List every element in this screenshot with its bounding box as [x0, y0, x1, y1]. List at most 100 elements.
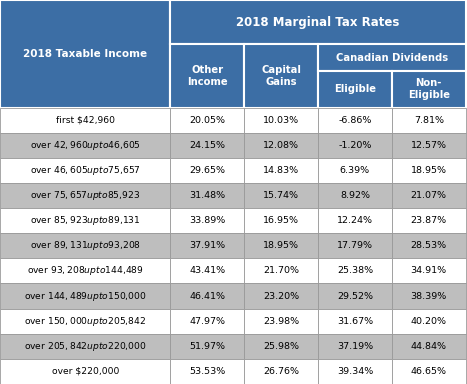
Bar	[318, 158, 392, 183]
Text: over $42,960 up to $46,605: over $42,960 up to $46,605	[30, 139, 141, 152]
Text: first $42,960: first $42,960	[56, 116, 115, 124]
Text: 21.07%: 21.07%	[410, 191, 447, 200]
Bar	[244, 283, 318, 309]
Bar	[318, 71, 392, 108]
Bar	[0, 283, 170, 309]
Text: over $150,000 up to $205,842: over $150,000 up to $205,842	[24, 314, 146, 328]
Text: 38.39%: 38.39%	[410, 291, 447, 301]
Text: 18.95%: 18.95%	[410, 166, 447, 175]
Text: 28.53%: 28.53%	[410, 241, 447, 250]
Text: Non-
Eligible: Non- Eligible	[408, 78, 450, 101]
Bar	[170, 208, 244, 233]
Bar	[0, 309, 170, 334]
Text: 2018 Marginal Tax Rates: 2018 Marginal Tax Rates	[236, 16, 400, 28]
Text: Other
Income: Other Income	[187, 65, 227, 87]
Bar	[170, 132, 244, 158]
Text: 12.08%: 12.08%	[263, 141, 299, 150]
Text: -1.20%: -1.20%	[338, 141, 372, 150]
Bar	[0, 132, 170, 158]
Text: 39.34%: 39.34%	[337, 367, 373, 376]
Bar	[244, 359, 318, 384]
Bar	[318, 208, 392, 233]
Bar	[244, 132, 318, 158]
Bar	[244, 108, 318, 132]
Bar	[0, 359, 170, 384]
Text: Canadian Dividends: Canadian Dividends	[336, 53, 448, 63]
Bar	[392, 71, 466, 108]
Bar	[170, 359, 244, 384]
Text: 23.20%: 23.20%	[263, 291, 299, 301]
Bar	[0, 108, 170, 132]
Text: 44.84%: 44.84%	[410, 342, 447, 351]
Text: 33.89%: 33.89%	[189, 216, 226, 225]
Text: 10.03%: 10.03%	[263, 116, 299, 124]
Text: 18.95%: 18.95%	[263, 241, 299, 250]
Text: 8.92%: 8.92%	[340, 191, 370, 200]
Text: Eligible: Eligible	[334, 84, 376, 94]
Text: 6.39%: 6.39%	[340, 166, 370, 175]
Bar	[170, 283, 244, 309]
Bar	[244, 334, 318, 359]
Bar	[318, 108, 392, 132]
Text: 12.57%: 12.57%	[410, 141, 447, 150]
Text: 53.53%: 53.53%	[189, 367, 226, 376]
Text: 37.91%: 37.91%	[189, 241, 226, 250]
Bar	[392, 233, 466, 258]
Text: 20.05%: 20.05%	[189, 116, 226, 124]
Text: 25.38%: 25.38%	[337, 266, 373, 275]
Text: 29.65%: 29.65%	[189, 166, 226, 175]
Bar	[170, 0, 466, 44]
Bar	[392, 309, 466, 334]
Text: 21.70%: 21.70%	[263, 266, 299, 275]
Text: 2018 Taxable Income: 2018 Taxable Income	[23, 49, 147, 59]
Text: -6.86%: -6.86%	[338, 116, 372, 124]
Bar	[392, 108, 466, 132]
Bar	[392, 158, 466, 183]
Bar	[318, 309, 392, 334]
Text: 51.97%: 51.97%	[189, 342, 226, 351]
Bar	[170, 258, 244, 283]
Text: 15.74%: 15.74%	[263, 191, 299, 200]
Text: 29.52%: 29.52%	[337, 291, 373, 301]
Text: 24.15%: 24.15%	[189, 141, 226, 150]
Bar	[0, 233, 170, 258]
Bar	[170, 183, 244, 208]
Text: 26.76%: 26.76%	[263, 367, 299, 376]
Text: 37.19%: 37.19%	[337, 342, 373, 351]
Text: over $89,131 up to $93,208: over $89,131 up to $93,208	[30, 239, 141, 252]
Text: 31.48%: 31.48%	[189, 191, 226, 200]
Bar	[170, 108, 244, 132]
Text: over $220,000: over $220,000	[51, 367, 119, 376]
Bar	[244, 158, 318, 183]
Text: over $85,923 up to $89,131: over $85,923 up to $89,131	[30, 214, 141, 227]
Bar	[318, 359, 392, 384]
Text: 16.95%: 16.95%	[263, 216, 299, 225]
Text: over $75,657 up to $85,923: over $75,657 up to $85,923	[30, 189, 140, 202]
Bar	[244, 208, 318, 233]
Text: 46.65%: 46.65%	[410, 367, 447, 376]
Bar	[392, 334, 466, 359]
Text: 43.41%: 43.41%	[189, 266, 226, 275]
Bar	[0, 183, 170, 208]
Bar	[170, 44, 244, 108]
Bar	[244, 44, 318, 108]
Text: 47.97%: 47.97%	[189, 317, 226, 326]
Text: over $46,605 up to $75,657: over $46,605 up to $75,657	[30, 164, 140, 177]
Bar	[244, 233, 318, 258]
Text: 25.98%: 25.98%	[263, 342, 299, 351]
Text: over $205,842 up to $220,000: over $205,842 up to $220,000	[24, 340, 147, 353]
Text: Capital
Gains: Capital Gains	[261, 65, 301, 87]
Text: 17.79%: 17.79%	[337, 241, 373, 250]
Bar	[0, 0, 170, 108]
Bar	[170, 233, 244, 258]
Text: 40.20%: 40.20%	[410, 317, 447, 326]
Text: over $93,208 up to $144,489: over $93,208 up to $144,489	[27, 265, 143, 277]
Text: 23.87%: 23.87%	[410, 216, 447, 225]
Bar	[170, 309, 244, 334]
Text: 46.41%: 46.41%	[189, 291, 226, 301]
Text: 31.67%: 31.67%	[337, 317, 373, 326]
Bar	[318, 233, 392, 258]
Bar	[0, 258, 170, 283]
Bar	[318, 44, 466, 71]
Bar	[170, 334, 244, 359]
